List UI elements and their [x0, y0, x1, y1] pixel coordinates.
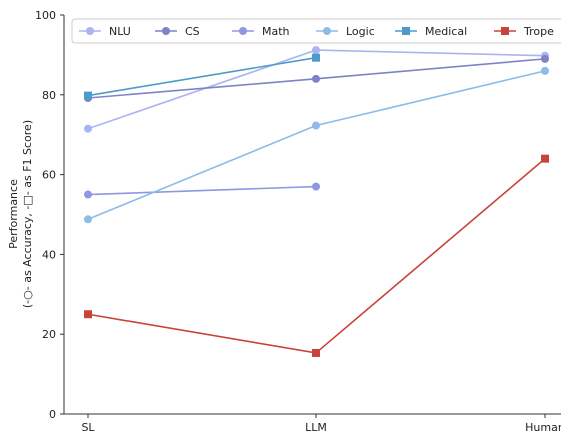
series-line-medical: [87, 56, 317, 97]
y-tick-label: 40: [42, 248, 56, 261]
y-axis-label: Performance (-○- as Accuracy, -□- as F1 …: [7, 120, 34, 308]
point-math: [312, 182, 320, 191]
legend-item-nlu: NLU: [79, 25, 131, 38]
point-medical: [84, 91, 92, 100]
legend-label-cs: CS: [185, 25, 200, 38]
legend-marker-medical: [402, 27, 410, 35]
legend-item-logic: Logic: [316, 25, 375, 38]
legend-label-logic: Logic: [346, 25, 375, 38]
legend-label-medical: Medical: [425, 25, 467, 38]
legend-item-math: Math: [232, 25, 290, 38]
x-tick-label: LLM: [305, 421, 327, 432]
legend-item-cs: CS: [155, 25, 200, 38]
legend-marker-math: [239, 27, 247, 35]
series-line-math: [87, 185, 317, 196]
point-logic: [312, 121, 320, 130]
point-nlu: [312, 46, 320, 55]
series-line-nlu: [87, 49, 546, 130]
legend-marker-logic: [323, 27, 331, 35]
y-tick-label: 100: [35, 9, 56, 22]
series-markers: [84, 46, 549, 357]
x-ticks: SL LLM Human: [81, 414, 561, 432]
legend-marker-nlu: [86, 27, 94, 35]
point-trope: [541, 154, 549, 163]
legend-marker-cs: [162, 27, 170, 35]
y-tick-label: 60: [42, 169, 56, 182]
legend-label-nlu: NLU: [109, 25, 131, 38]
legend-label-math: Math: [262, 25, 290, 38]
x-tick-label: Human: [525, 421, 561, 432]
series-lines: [87, 49, 546, 354]
legend-marker-trope: [501, 27, 509, 35]
legend: NLU CS Math Logic Medical Trope: [71, 18, 561, 44]
legend-item-trope: Trope: [494, 25, 554, 38]
axes: [63, 15, 561, 415]
legend-item-medical: Medical: [395, 25, 467, 38]
point-math: [84, 190, 92, 199]
y-axis-label-line1: Performance: [7, 179, 20, 249]
point-logic: [84, 215, 92, 224]
y-ticks: 0 20 40 60 80 100: [35, 9, 64, 421]
y-tick-label: 0: [49, 408, 56, 421]
x-tick-label: SL: [81, 421, 95, 432]
point-trope: [312, 348, 320, 357]
y-tick-label: 80: [42, 89, 56, 102]
point-trope: [84, 310, 92, 319]
y-tick-label: 20: [42, 328, 56, 341]
point-medical: [312, 53, 320, 62]
point-cs: [541, 54, 549, 63]
point-cs: [312, 74, 320, 83]
point-logic: [541, 66, 549, 75]
y-axis-label-line2: (-○- as Accuracy, -□- as F1 Score): [21, 120, 34, 308]
legend-label-trope: Trope: [523, 25, 554, 38]
point-nlu: [84, 124, 92, 133]
series-line-logic: [87, 70, 546, 221]
